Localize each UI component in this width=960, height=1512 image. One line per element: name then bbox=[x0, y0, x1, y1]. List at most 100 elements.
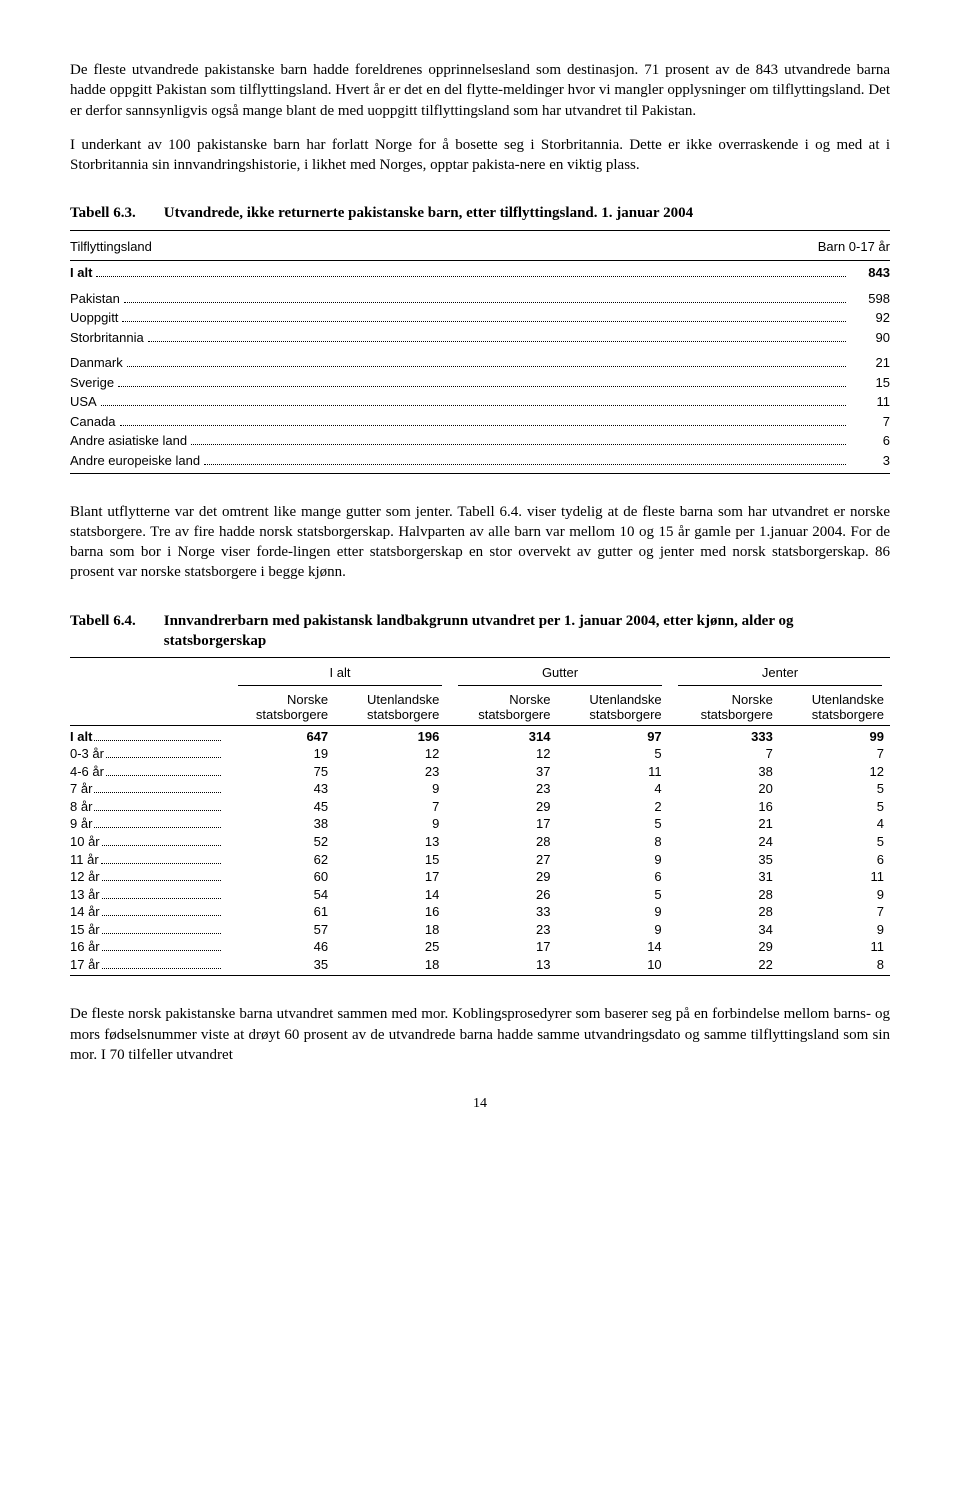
dot-leader bbox=[101, 395, 846, 406]
table63-row: Canada 7 bbox=[70, 412, 890, 432]
table64-row: 15 år5718239349 bbox=[70, 921, 890, 939]
table64-cell: 5 bbox=[779, 780, 890, 798]
table64-cell: 29 bbox=[445, 798, 556, 816]
dot-leader bbox=[148, 331, 846, 342]
table63-row-value: 15 bbox=[850, 374, 890, 392]
table64-cell: 22 bbox=[668, 956, 779, 974]
table63-row: USA11 bbox=[70, 392, 890, 412]
table64-sub-1: Utenlandske statsborgere bbox=[334, 692, 445, 723]
dot-leader bbox=[102, 905, 221, 916]
table63-number: Tabell 6.3. bbox=[70, 203, 160, 223]
table64-cell: 19 bbox=[223, 745, 334, 763]
dot-leader bbox=[102, 870, 221, 881]
table64-cell: 26 bbox=[445, 886, 556, 904]
table64-cell: 6 bbox=[556, 868, 667, 886]
dot-leader bbox=[106, 747, 221, 758]
table64-cell: 9 bbox=[556, 851, 667, 869]
dot-leader bbox=[127, 356, 846, 367]
dot-leader bbox=[191, 434, 846, 445]
paragraph-2: I underkant av 100 pakistanske barn har … bbox=[70, 135, 890, 176]
table63-row-label: Uoppgitt bbox=[70, 309, 118, 327]
dot-leader bbox=[102, 835, 221, 846]
table64-title-block: Tabell 6.4. Innvandrerbarn med pakistans… bbox=[70, 611, 890, 652]
dot-leader bbox=[96, 266, 846, 277]
table64-cell: 5 bbox=[556, 886, 667, 904]
table63-row-value: 843 bbox=[850, 264, 890, 282]
table64-row: 16 år462517142911 bbox=[70, 938, 890, 956]
table64-cell: 10 bbox=[556, 956, 667, 974]
table63-row-value: 90 bbox=[850, 329, 890, 347]
table64-group-1: Gutter bbox=[458, 664, 662, 686]
table64: I alt Gutter Jenter Norske statsborgere … bbox=[70, 662, 890, 973]
table64-row: 13 år5414265289 bbox=[70, 886, 890, 904]
table64-cell: 38 bbox=[223, 815, 334, 833]
dot-leader bbox=[106, 765, 221, 776]
table64-group-0: I alt bbox=[238, 664, 442, 686]
table64-cell: 5 bbox=[556, 815, 667, 833]
table64-cell: 15 bbox=[334, 851, 445, 869]
table64-cell: 12 bbox=[779, 763, 890, 781]
table64-row: 11 år6215279356 bbox=[70, 851, 890, 869]
table64-cell: 35 bbox=[223, 956, 334, 974]
dot-leader bbox=[101, 853, 221, 864]
dot-leader bbox=[102, 888, 221, 899]
table63-row-label: Storbritannia bbox=[70, 329, 144, 347]
table64-cell: 23 bbox=[445, 780, 556, 798]
table64-row-label: 15 år bbox=[70, 921, 100, 939]
table64-row-label: 11 år bbox=[70, 851, 99, 869]
table64-cell: 29 bbox=[668, 938, 779, 956]
dot-leader bbox=[94, 817, 221, 828]
table64-cell: 13 bbox=[334, 833, 445, 851]
table63-row-label: I alt bbox=[70, 264, 92, 282]
table64-cell: 57 bbox=[223, 921, 334, 939]
table63-rule-bottom bbox=[70, 473, 890, 474]
table63-row-label: USA bbox=[70, 393, 97, 411]
dot-leader bbox=[102, 923, 221, 934]
table64-cell: 17 bbox=[445, 938, 556, 956]
table64-row-label: 12 år bbox=[70, 868, 100, 886]
dot-leader bbox=[204, 454, 846, 465]
table64-cell: 97 bbox=[556, 728, 667, 746]
table64-cell: 9 bbox=[779, 921, 890, 939]
table64-cell: 28 bbox=[668, 903, 779, 921]
table64-cell: 43 bbox=[223, 780, 334, 798]
table63-row-label: Sverige bbox=[70, 374, 114, 392]
table63-row-value: 7 bbox=[850, 413, 890, 431]
table64-cell: 37 bbox=[445, 763, 556, 781]
dot-leader bbox=[102, 958, 221, 969]
table64-row-label: I alt bbox=[70, 728, 92, 746]
table64-cell: 54 bbox=[223, 886, 334, 904]
table64-row-label: 0-3 år bbox=[70, 745, 104, 763]
paragraph-3: Blant utflytterne var det omtrent like m… bbox=[70, 502, 890, 583]
table64-cell: 7 bbox=[668, 745, 779, 763]
table63-row: Uoppgitt92 bbox=[70, 308, 890, 328]
table63-row: Storbritannia 90 bbox=[70, 328, 890, 348]
table64-row-label: 4-6 år bbox=[70, 763, 104, 781]
table64-sub-5: Utenlandske statsborgere bbox=[779, 692, 890, 723]
dot-leader bbox=[120, 415, 846, 426]
table64-cell: 34 bbox=[668, 921, 779, 939]
table63-row-value: 21 bbox=[850, 354, 890, 372]
table64-row: 7 år439234205 bbox=[70, 780, 890, 798]
table64-cell: 17 bbox=[334, 868, 445, 886]
table64-group-2: Jenter bbox=[678, 664, 882, 686]
table64-cell: 9 bbox=[556, 903, 667, 921]
table63-row-value: 3 bbox=[850, 452, 890, 470]
table63-row-label: Danmark bbox=[70, 354, 123, 372]
table64-cell: 7 bbox=[779, 903, 890, 921]
table63-row-label: Pakistan bbox=[70, 290, 120, 308]
table64-cell: 12 bbox=[334, 745, 445, 763]
table63-row: Andre europeiske land3 bbox=[70, 451, 890, 471]
table64-row: 4-6 år752337113812 bbox=[70, 763, 890, 781]
dot-leader bbox=[118, 376, 846, 387]
table64-cell: 20 bbox=[668, 780, 779, 798]
table64-row: 0-3 år191212577 bbox=[70, 745, 890, 763]
table64-cell: 27 bbox=[445, 851, 556, 869]
table64-cell: 23 bbox=[445, 921, 556, 939]
table63-row-label: Canada bbox=[70, 413, 116, 431]
table64-row-label: 14 år bbox=[70, 903, 100, 921]
table64-row: 8 år457292165 bbox=[70, 798, 890, 816]
table64-cell: 21 bbox=[668, 815, 779, 833]
table63-row-value: 6 bbox=[850, 432, 890, 450]
table64-cell: 24 bbox=[668, 833, 779, 851]
